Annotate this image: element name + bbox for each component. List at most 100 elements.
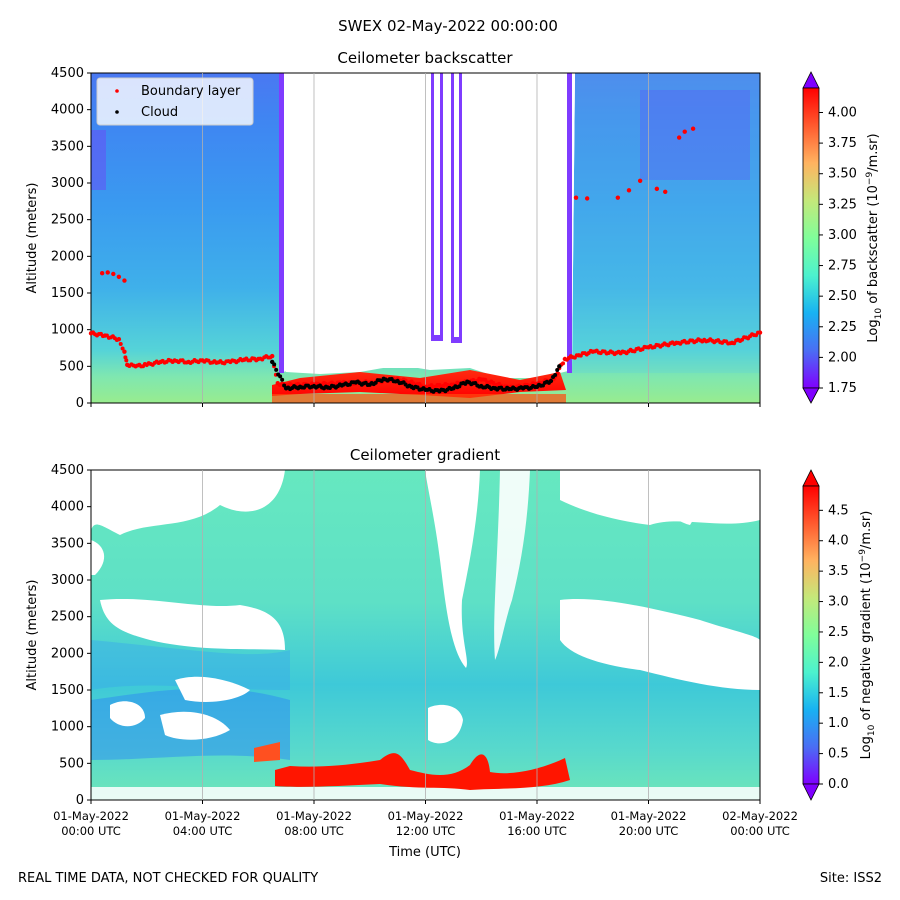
- colorbar-tick-label: 1.5: [828, 686, 849, 701]
- y-tick-label: 0: [76, 793, 84, 808]
- data-point-track: [124, 358, 129, 363]
- x-tick-label-date: 01-May-2022: [388, 809, 464, 823]
- gradient-colorbar: 0.0 0.5 1.0 1.5 2.0 2.5 3.0 3.5 4.0 4.5 Log10 of …: [802, 469, 877, 801]
- data-point: [548, 378, 554, 384]
- x-tick-label-time: 00:00 UTC: [61, 824, 121, 838]
- y-tick-label: 1500: [51, 683, 84, 698]
- data-point-track: [272, 362, 277, 367]
- gradient-grid: [202, 470, 649, 800]
- colorbar-tick-label: 3.75: [828, 136, 857, 151]
- y-tick-label: 1500: [51, 286, 84, 301]
- colorbar-tick-label: 2.5: [828, 625, 849, 640]
- y-tick-label: 3500: [51, 536, 84, 551]
- backscatter-ylabel: Altitude (meters): [25, 183, 40, 294]
- y-tick-label: 1000: [51, 323, 84, 338]
- colorbar-tick-label: 3.25: [828, 197, 857, 212]
- y-tick-label: 3500: [51, 139, 84, 154]
- x-tick-label-date: 02-May-2022: [722, 809, 798, 823]
- backscatter-colorbar: 1.75 2.00 2.25 2.50 2.75 3.00 3.25 3.50 3.75 4.00…: [802, 71, 884, 404]
- colorbar-tick-label: 1.75: [828, 381, 857, 396]
- backscatter-y-ticks: 0 500 1000 1500 2000 2500 3000 3500 4000 4500: [51, 66, 91, 411]
- x-tick-label-time: 00:00 UTC: [730, 824, 790, 838]
- colorbar-tick-label: 4.00: [828, 105, 857, 120]
- gradient-y-ticks: 0 500 1000 1500 2000 2500 3000 3500 4000 4500: [51, 463, 91, 808]
- series-2: [269, 359, 562, 394]
- legend-boundary-layer: Boundary layer: [141, 84, 241, 99]
- x-tick-label-time: 08:00 UTC: [284, 824, 344, 838]
- data-point: [557, 364, 562, 369]
- backscatter-title: Ceilometer backscatter: [337, 49, 513, 67]
- gradient-colorbar-label: Log10 of negative gradient (10−9/m.sr): [858, 511, 877, 760]
- gradient-ylabel: Altitude (meters): [25, 580, 40, 691]
- colorbar-tick-label: 2.0: [828, 655, 849, 670]
- colorbar-tick-label: 2.00: [828, 350, 857, 365]
- data-point: [122, 349, 127, 354]
- data-point: [116, 337, 122, 342]
- data-point: [637, 178, 643, 183]
- y-tick-label: 2000: [51, 646, 84, 661]
- data-point-track: [555, 368, 560, 373]
- series-1: [99, 126, 696, 283]
- data-point-track: [120, 346, 125, 351]
- y-tick-label: 500: [59, 359, 84, 374]
- data-point: [663, 189, 668, 194]
- backscatter-panel: Ceilometer backscatter 0: [25, 49, 884, 411]
- figure-title: SWEX 02-May-2022 00:00:00: [338, 17, 558, 35]
- legend-cloud: Cloud: [141, 105, 178, 120]
- data-point-track: [561, 361, 566, 366]
- colorbar-tick-label: 2.25: [828, 320, 857, 335]
- x-tick-label-time: 20:00 UTC: [619, 824, 679, 838]
- data-point-track: [118, 342, 123, 347]
- x-tick-label-date: 01-May-2022: [165, 809, 241, 823]
- data-point: [584, 196, 590, 201]
- y-tick-label: 4000: [51, 500, 84, 515]
- data-point-track: [278, 374, 283, 379]
- data-point-track: [274, 367, 279, 372]
- data-point: [757, 330, 763, 335]
- data-point: [105, 270, 110, 275]
- x-tick-label-date: 01-May-2022: [611, 809, 687, 823]
- data-point: [690, 126, 696, 131]
- colorbar-tick-label: 0.5: [828, 747, 849, 762]
- data-point-track: [457, 384, 462, 389]
- x-tick-label-date: 01-May-2022: [276, 809, 352, 823]
- colorbar-tick-label: 2.50: [828, 289, 857, 304]
- backscatter-legend: Boundary layer Cloud: [96, 77, 254, 126]
- data-point: [269, 353, 275, 359]
- data-point-track: [553, 372, 558, 377]
- data-point-track: [280, 377, 285, 382]
- y-tick-label: 4000: [51, 103, 84, 118]
- data-point: [122, 278, 127, 283]
- data-point: [111, 271, 116, 277]
- y-tick-label: 4500: [51, 66, 84, 81]
- y-tick-label: 0: [76, 396, 84, 411]
- y-tick-label: 2500: [51, 213, 84, 228]
- colorbar-tick-label: 4.0: [828, 534, 849, 549]
- data-point-track: [540, 383, 545, 388]
- data-point: [626, 188, 632, 193]
- legend-cloud-marker: [115, 110, 119, 114]
- colorbar-tick-label: 4.5: [828, 503, 849, 518]
- footer-site: Site: ISS2: [820, 871, 882, 886]
- y-tick-label: 2000: [51, 249, 84, 264]
- gradient-colorbar-ticks: 0.0 0.5 1.0 1.5 2.0 2.5 3.0 3.5 4.0 4.5: [819, 503, 849, 792]
- y-tick-label: 4500: [51, 463, 84, 478]
- data-point: [676, 135, 682, 140]
- data-point: [116, 274, 122, 280]
- colorbar-tick-label: 0.0: [828, 777, 849, 792]
- gradient-panel: Ceilometer gradient: [25, 446, 877, 860]
- data-point: [99, 271, 105, 276]
- x-tick-label-time: 16:00 UTC: [507, 824, 567, 838]
- colorbar-tick-label: 1.0: [828, 716, 849, 731]
- legend-boundary-layer-marker: [115, 89, 119, 93]
- colorbar-tick-label: 3.50: [828, 167, 857, 182]
- y-tick-label: 2500: [51, 610, 84, 625]
- colorbar-tick-label: 2.75: [828, 259, 857, 274]
- gradient-xlabel: Time (UTC): [388, 845, 461, 860]
- footer-note: REAL TIME DATA, NOT CHECKED FOR QUALITY: [18, 871, 318, 886]
- gradient-title: Ceilometer gradient: [350, 446, 500, 464]
- y-tick-label: 500: [59, 756, 84, 771]
- colorbar-tick-label: 3.5: [828, 564, 849, 579]
